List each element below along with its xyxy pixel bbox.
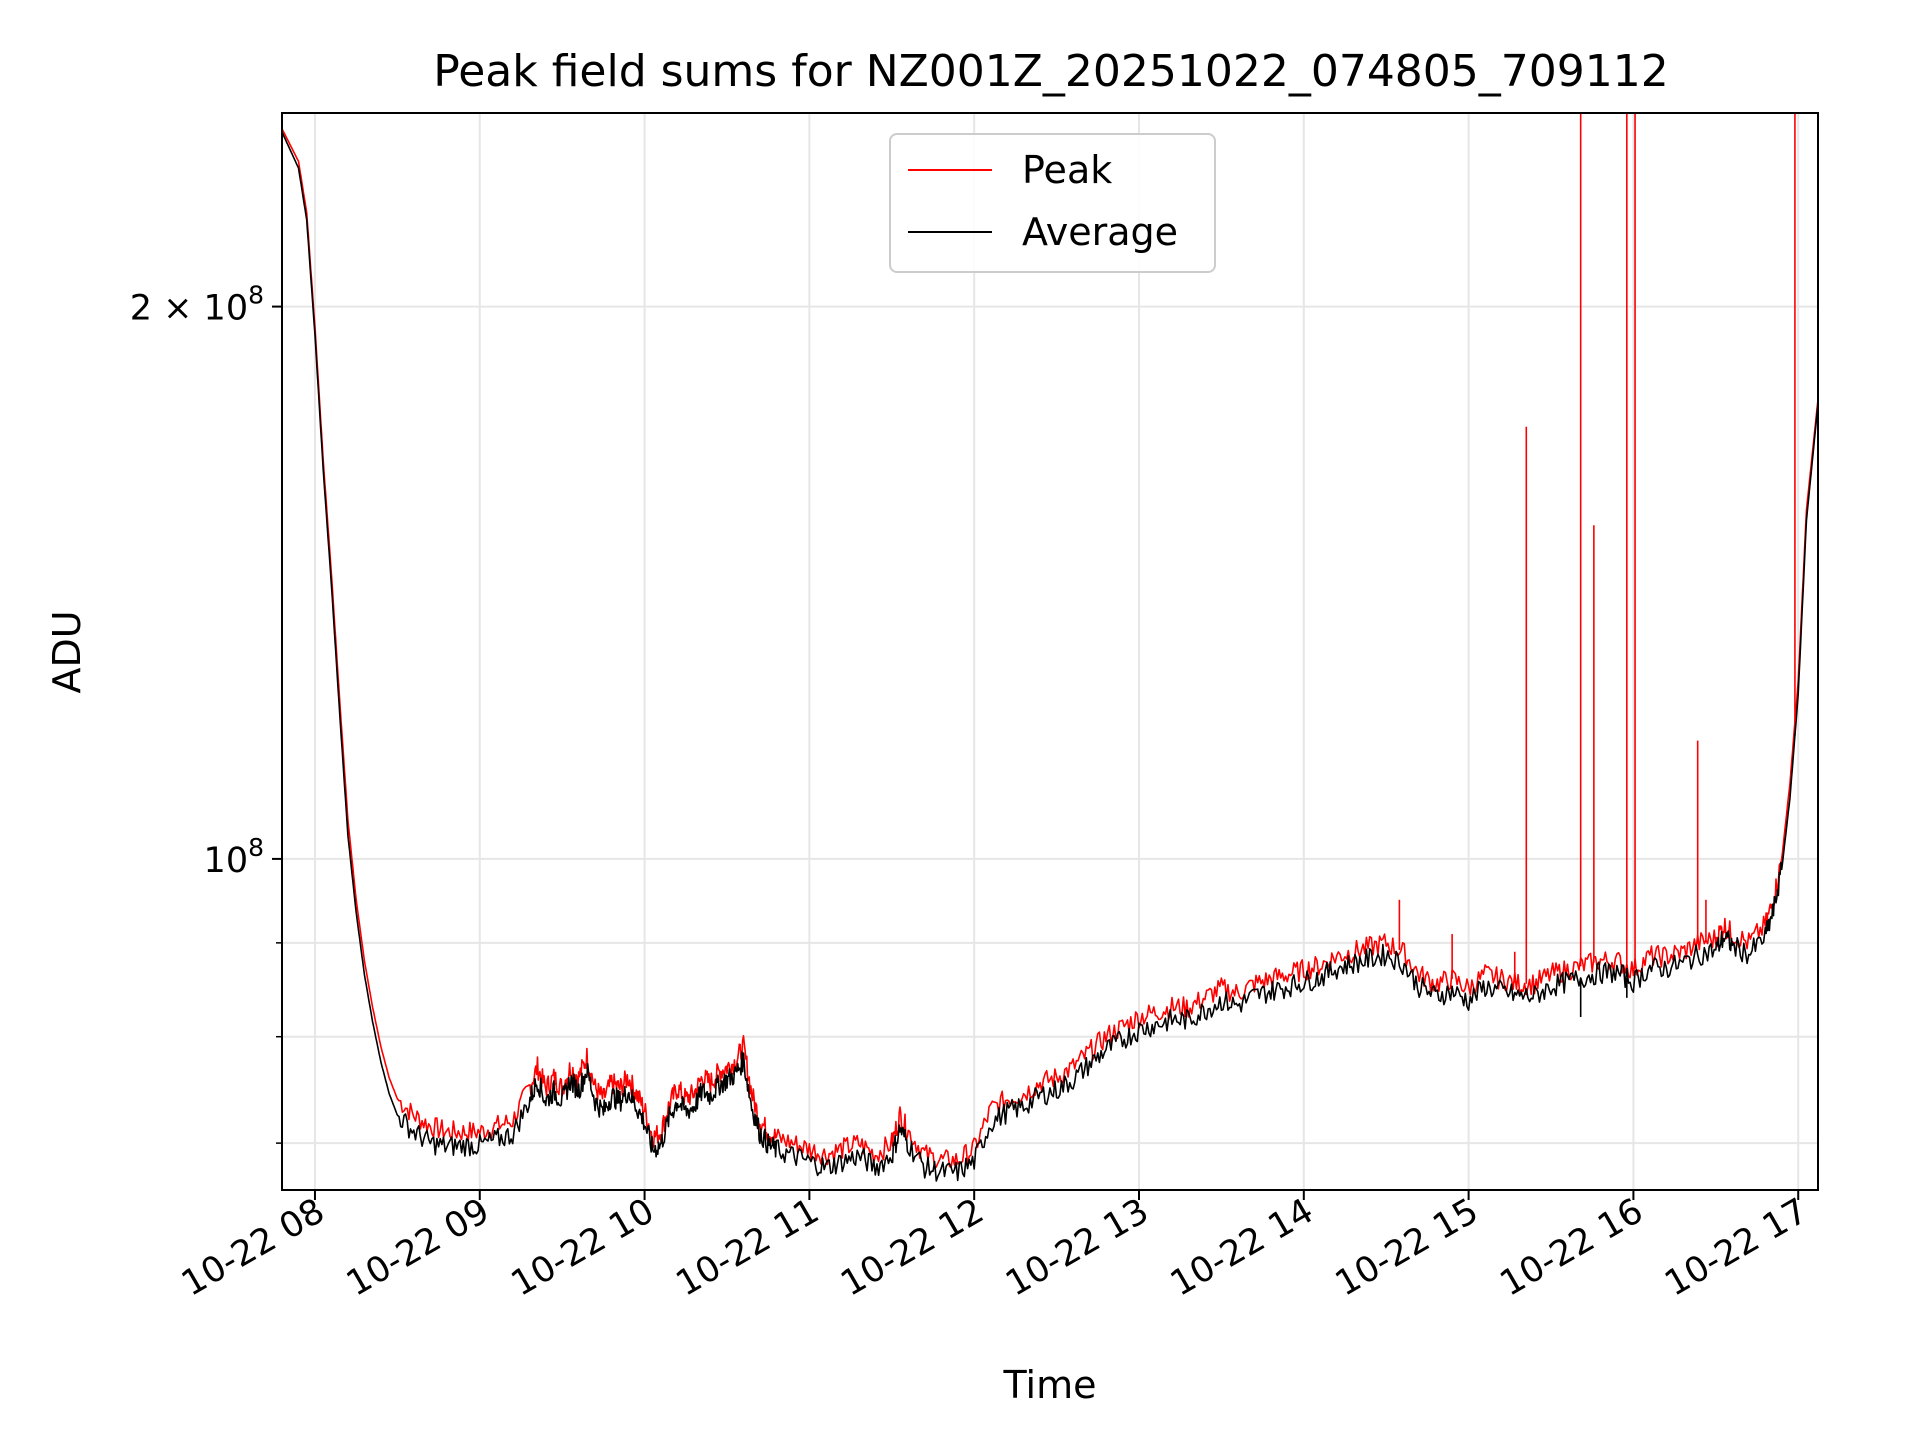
average-series-line — [282, 131, 1818, 1182]
legend: Peak Average — [889, 133, 1216, 273]
gridlines — [282, 113, 1818, 1190]
y-tick-label: 2 × 108 — [130, 281, 264, 329]
peak-series-line — [282, 128, 1818, 1170]
x-axis-label: Time — [1003, 1363, 1097, 1407]
chart-title: Peak field sums for NZ001Z_20251022_0748… — [433, 46, 1669, 97]
plot-area — [282, 113, 1818, 1182]
legend-box — [889, 133, 1216, 273]
legend-peak-label: Peak — [1022, 148, 1112, 192]
plot-frame — [281, 112, 1819, 1191]
y-axis-label: ADU — [45, 610, 89, 693]
legend-average-label: Average — [1022, 210, 1178, 254]
y-tick-label: 108 — [204, 833, 264, 881]
y-axis: 108 2 × 108 — [130, 281, 282, 1144]
